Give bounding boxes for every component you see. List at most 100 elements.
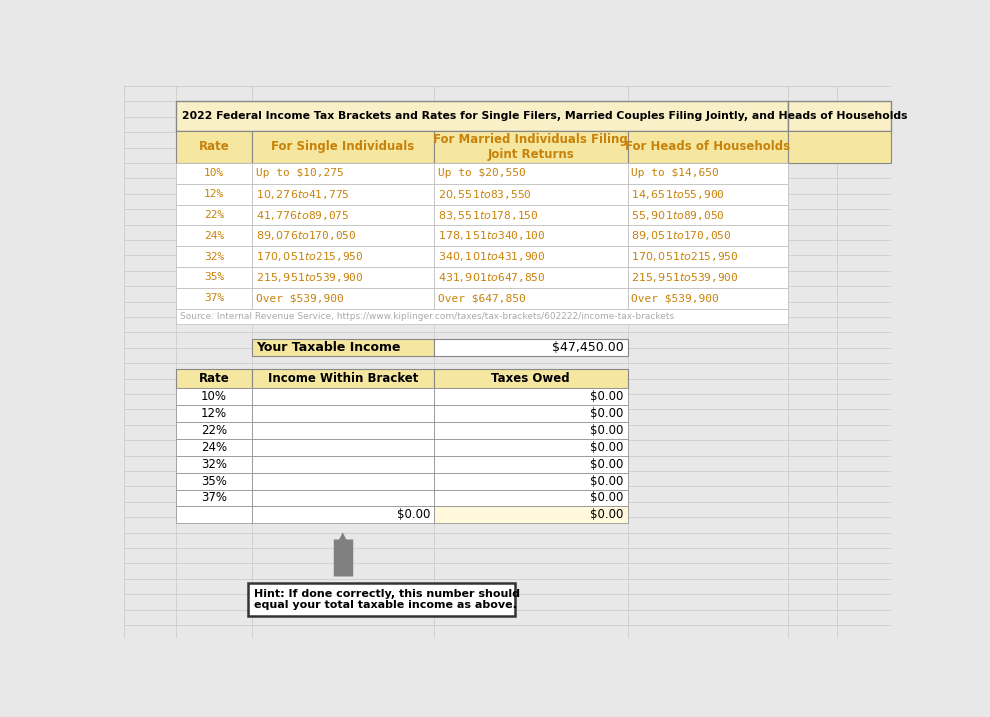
Text: Rate: Rate [199, 141, 230, 153]
Bar [434, 288, 628, 308]
Bar [434, 422, 628, 439]
Text: $0.00: $0.00 [397, 508, 430, 521]
Text: Over $539,900: Over $539,900 [632, 293, 719, 303]
Text: 32%: 32% [204, 252, 224, 262]
Text: $0.00: $0.00 [590, 491, 624, 505]
Text: $0.00: $0.00 [590, 390, 624, 403]
Text: Over $539,900: Over $539,900 [255, 293, 344, 303]
Bar [434, 246, 628, 267]
Text: Income Within Bracket: Income Within Bracket [267, 372, 418, 385]
Bar [176, 405, 251, 422]
Bar [251, 473, 434, 490]
Text: Up to $14,650: Up to $14,650 [632, 168, 719, 179]
Text: $431,901 to $647,850: $431,901 to $647,850 [438, 271, 545, 284]
Bar [251, 369, 434, 388]
Text: $20,551 to $83,550: $20,551 to $83,550 [438, 188, 532, 201]
Bar [251, 246, 434, 267]
Bar [434, 405, 628, 422]
Bar [251, 338, 434, 356]
Bar [176, 388, 251, 405]
Text: 10%: 10% [204, 168, 224, 179]
Bar [251, 267, 434, 288]
Text: $0.00: $0.00 [590, 457, 624, 470]
Text: $0.00: $0.00 [590, 508, 624, 521]
Bar [251, 388, 434, 405]
Bar [251, 405, 434, 422]
Text: $14,651 to $55,900: $14,651 to $55,900 [632, 188, 725, 201]
Bar [176, 473, 251, 490]
Bar [434, 490, 628, 506]
Bar [176, 101, 788, 130]
Bar [434, 163, 628, 184]
Text: For Single Individuals: For Single Individuals [271, 141, 414, 153]
Text: 35%: 35% [204, 272, 224, 282]
Bar [251, 163, 434, 184]
Bar [251, 288, 434, 308]
Text: $55,901 to $89,050: $55,901 to $89,050 [632, 209, 725, 222]
Text: 37%: 37% [204, 293, 224, 303]
Text: 24%: 24% [204, 231, 224, 241]
Text: 37%: 37% [201, 491, 227, 505]
Text: Hint: If done correctly, this number should
equal your total taxable income as a: Hint: If done correctly, this number sho… [254, 589, 520, 610]
Text: $0.00: $0.00 [590, 475, 624, 488]
Bar [434, 388, 628, 405]
Bar [434, 204, 628, 225]
Bar [176, 506, 251, 523]
Bar [248, 584, 515, 616]
Text: 32%: 32% [201, 457, 227, 470]
Bar [628, 246, 788, 267]
Bar [628, 184, 788, 204]
Bar [251, 225, 434, 246]
Text: 12%: 12% [204, 189, 224, 199]
Bar [251, 490, 434, 506]
Text: 10%: 10% [201, 390, 227, 403]
Text: $41,776 to $89,075: $41,776 to $89,075 [255, 209, 348, 222]
Bar [434, 455, 628, 473]
Text: $0.00: $0.00 [590, 424, 624, 437]
Bar [251, 184, 434, 204]
Text: $215,951 to $539,900: $215,951 to $539,900 [255, 271, 363, 284]
Bar [434, 267, 628, 288]
Bar [176, 163, 251, 184]
Bar [176, 439, 251, 455]
Text: $89,051 to $170,050: $89,051 to $170,050 [632, 229, 732, 242]
Bar [176, 184, 251, 204]
Text: Up to $10,275: Up to $10,275 [255, 168, 344, 179]
Bar [788, 130, 891, 163]
Text: $47,450.00: $47,450.00 [551, 341, 624, 353]
Text: Your Taxable Income: Your Taxable Income [256, 341, 401, 353]
Bar [176, 369, 251, 388]
Bar [251, 439, 434, 455]
Bar [628, 267, 788, 288]
Bar [176, 455, 251, 473]
Text: Taxes Owed: Taxes Owed [491, 372, 570, 385]
Text: $0.00: $0.00 [590, 407, 624, 419]
Bar [176, 308, 788, 324]
Text: Rate: Rate [199, 372, 230, 385]
Bar [628, 130, 788, 163]
Bar [434, 225, 628, 246]
Bar [176, 204, 251, 225]
Bar [434, 506, 628, 523]
Text: 12%: 12% [201, 407, 227, 419]
Text: Source: Internal Revenue Service, https://www.kiplinger.com/taxes/tax-brackets/6: Source: Internal Revenue Service, https:… [179, 312, 673, 320]
Text: $89,076 to $170,050: $89,076 to $170,050 [255, 229, 356, 242]
Text: $10,276 to $41,775: $10,276 to $41,775 [255, 188, 349, 201]
Text: For Heads of Households: For Heads of Households [625, 141, 790, 153]
Text: 22%: 22% [204, 210, 224, 220]
Bar [251, 422, 434, 439]
Text: $178,151 to $340,100: $178,151 to $340,100 [438, 229, 545, 242]
Bar [176, 288, 251, 308]
Bar [251, 506, 434, 523]
Bar [176, 246, 251, 267]
Text: 2022 Federal Income Tax Brackets and Rates for Single Filers, Married Couples Fi: 2022 Federal Income Tax Brackets and Rat… [182, 111, 908, 121]
Text: $83,551 to $178,150: $83,551 to $178,150 [438, 209, 539, 222]
Text: For Married Individuals Filing
Joint Returns: For Married Individuals Filing Joint Ret… [434, 133, 628, 161]
Text: $170,051 to $215,950: $170,051 to $215,950 [632, 250, 739, 263]
Bar [251, 204, 434, 225]
Bar [628, 288, 788, 308]
Bar [434, 369, 628, 388]
Bar [628, 225, 788, 246]
Text: $215,951 to $539,900: $215,951 to $539,900 [632, 271, 739, 284]
Bar [628, 204, 788, 225]
